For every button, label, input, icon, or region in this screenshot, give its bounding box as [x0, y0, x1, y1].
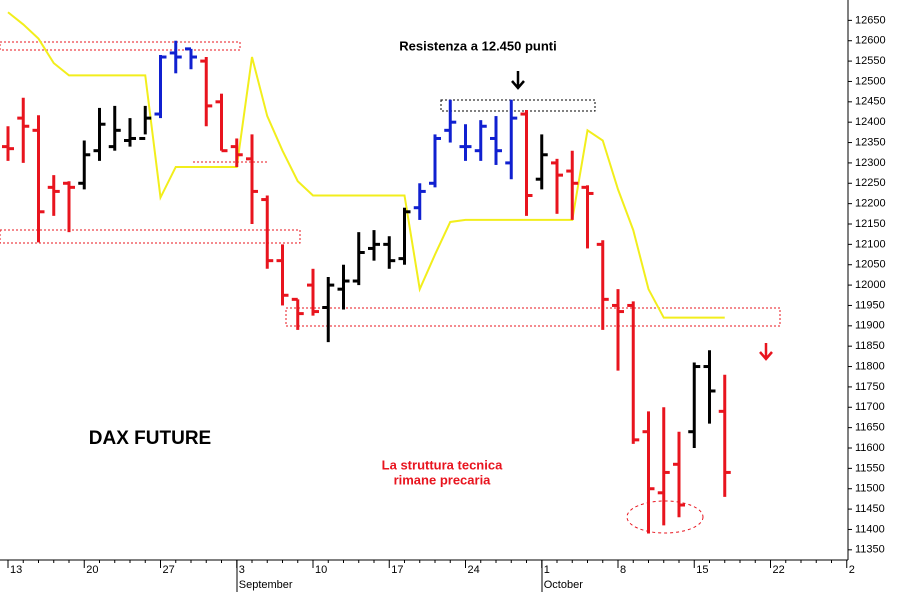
y-tick-label: 11500: [855, 483, 885, 495]
stop-line: [7, 11, 725, 319]
y-tick-label: 12600: [855, 35, 886, 47]
x-tick-label: 27: [163, 564, 175, 576]
x-tick-label: 10: [315, 564, 327, 576]
x-tick-label: 8: [620, 564, 626, 576]
month-label: October: [544, 579, 583, 591]
y-tick-label: 11400: [855, 523, 885, 535]
x-tick-label: 2: [849, 564, 855, 576]
y-tick-label: 12550: [855, 55, 886, 67]
x-tick-label: 17: [391, 564, 403, 576]
zone: [440, 99, 596, 112]
arrow: [511, 71, 525, 90]
y-tick-label: 12650: [855, 14, 886, 26]
y-tick-label: 11700: [855, 401, 885, 413]
x-tick-label: 20: [86, 564, 98, 576]
x-tick-label: 13: [10, 564, 22, 576]
y-tick-label: 11600: [855, 442, 885, 454]
y-tick-label: 12200: [855, 198, 886, 210]
y-tick-label: 12250: [855, 177, 886, 189]
annotation: Resistenza a 12.450 punti: [399, 38, 557, 53]
y-tick-label: 12500: [855, 75, 886, 87]
y-tick-label: 12300: [855, 157, 886, 169]
y-tick-label: 11800: [855, 360, 885, 372]
x-tick-label: 22: [773, 564, 785, 576]
y-tick-label: 11750: [855, 381, 885, 393]
y-tick-label: 12350: [855, 136, 886, 148]
y-tick-label: 11850: [855, 340, 885, 352]
arrow: [759, 343, 773, 361]
y-tick-label: 11900: [855, 320, 885, 332]
chart-title: DAX FUTURE: [89, 428, 211, 449]
x-tick-label: 1: [544, 564, 550, 576]
y-tick-label: 11350: [855, 544, 885, 556]
y-tick-label: 12450: [855, 96, 886, 108]
y-tick-label: 12150: [855, 218, 886, 230]
annotation: rimane precaria: [394, 472, 492, 487]
y-tick-label: 11950: [855, 299, 885, 311]
y-tick-label: 11550: [855, 462, 885, 474]
annotation: La struttura tecnica: [382, 457, 503, 472]
x-tick-label: 24: [468, 564, 480, 576]
y-tick-label: 12400: [855, 116, 886, 128]
zone: [0, 229, 301, 244]
x-tick-label: 3: [239, 564, 245, 576]
month-label: September: [239, 579, 293, 591]
y-tick-label: 12000: [855, 279, 886, 291]
zone: [0, 41, 241, 51]
x-tick-label: 15: [696, 564, 708, 576]
y-tick-label: 11650: [855, 422, 885, 434]
y-tick-label: 12100: [855, 238, 886, 250]
y-tick-label: 12050: [855, 259, 886, 271]
y-tick-label: 11450: [855, 503, 885, 515]
